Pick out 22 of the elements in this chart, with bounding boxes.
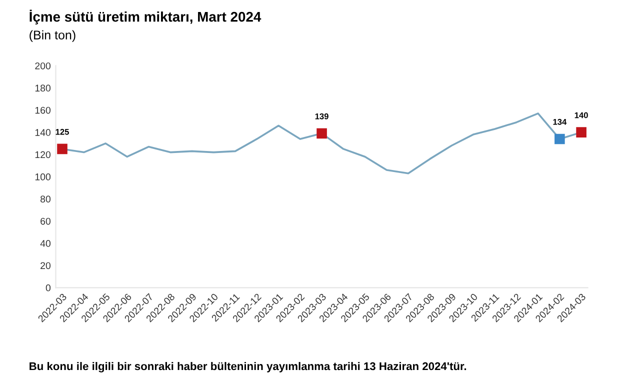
data-label: 125 [56, 128, 69, 135]
data-label: 139 [315, 113, 328, 120]
y-tick-label: 160 [35, 106, 51, 114]
point [576, 127, 586, 138]
y-tick-label: 80 [40, 196, 51, 203]
data-label: 140 [574, 112, 588, 118]
y-tick-label: 120 [35, 151, 51, 158]
chart-title: İçme sütü üretim miktarı, Mart 2024 [30, 10, 262, 24]
y-tick-label: 60 [40, 218, 51, 225]
text: Bu konu ile ilgili bir sonraki haber bülteninin yayımlanma tarihi 13 Haziran 2024'tür. [30, 362, 466, 372]
y-tick-label: 140 [35, 129, 51, 136]
y-tick-label: 180 [35, 84, 51, 92]
point [316, 128, 327, 139]
y-tick-label: 100 [35, 173, 51, 180]
point [57, 144, 68, 154]
chart-subtitle: (Bin ton) [30, 30, 76, 42]
y-tick-label: 200 [35, 62, 51, 70]
y-tick-label: 40 [40, 240, 51, 247]
y-tick-label: 0 [46, 284, 51, 292]
point [554, 134, 565, 144]
y-tick-label: 20 [40, 262, 51, 270]
data-label: 134 [553, 118, 567, 125]
